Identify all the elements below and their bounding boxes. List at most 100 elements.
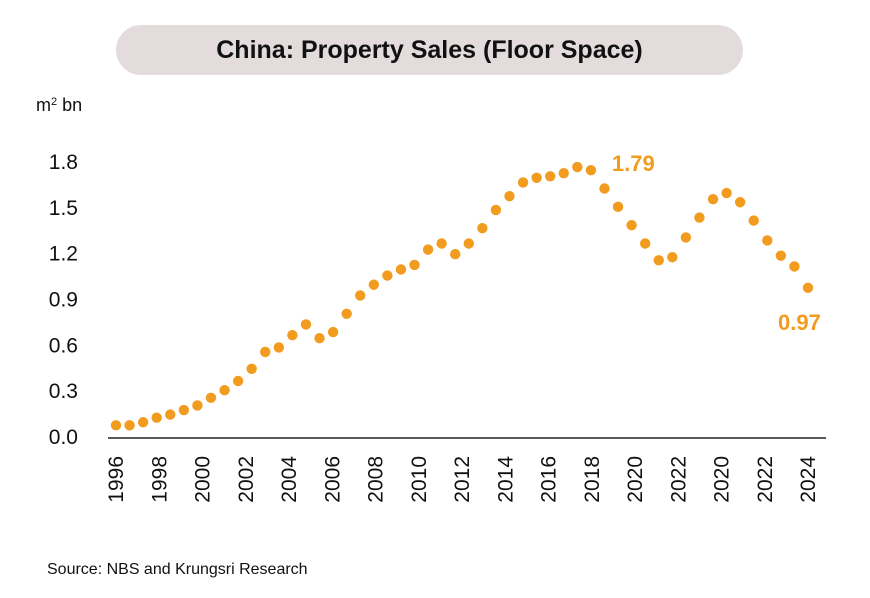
data-point [477, 223, 488, 234]
x-tick-label: 2004 [278, 456, 301, 503]
y-tick-label: 1.8 [49, 151, 78, 174]
data-point [450, 248, 461, 260]
data-point [599, 183, 610, 194]
y-unit-label: m2 bn [36, 95, 82, 116]
data-point [734, 197, 746, 208]
data-point [355, 290, 366, 301]
data-point [504, 190, 515, 202]
x-tick: 2022 [754, 456, 777, 503]
chart-title-pill: China: Property Sales (Floor Space) [116, 25, 743, 75]
y-axis: 0.0 0.3 0.6 0.9 1.2 1.5 1.8 [49, 151, 78, 449]
data-point [531, 172, 542, 184]
data-point [287, 329, 298, 341]
unit-base: m [36, 95, 51, 115]
x-tick-label: 1998 [148, 456, 171, 503]
data-point [639, 238, 651, 249]
data-point [151, 412, 162, 423]
x-tick: 2016 [538, 456, 561, 503]
source-note: Source: NBS and Krungsri Research [47, 561, 308, 578]
y-tick-label: 0.9 [49, 289, 78, 312]
data-point [205, 392, 217, 404]
data-point [409, 259, 420, 271]
data-point [762, 235, 773, 246]
data-point [178, 404, 190, 416]
x-tick: 2024 [797, 456, 820, 503]
data-point [572, 161, 583, 173]
x-tick: 2020 [711, 456, 734, 503]
x-tick: 2000 [192, 456, 215, 503]
data-point [517, 177, 529, 188]
data-point [585, 164, 597, 176]
x-tick: 2010 [408, 456, 431, 503]
x-axis: 1996 1998 2000 2002 2004 2006 2008 2010 2012 2014… [105, 456, 820, 503]
data-point [260, 346, 271, 358]
x-tick-label: 1996 [105, 456, 128, 503]
x-tick-label: 2022 [754, 456, 777, 503]
data-point [314, 333, 325, 344]
x-tick-label: 2012 [451, 456, 474, 503]
x-tick: 2018 [581, 456, 604, 503]
x-tick-label: 2020 [624, 456, 647, 503]
data-point [802, 282, 814, 294]
data-point [463, 238, 474, 249]
data-point [232, 375, 244, 387]
y-tick-label: 0.0 [49, 426, 78, 449]
data-point [219, 384, 230, 396]
y-tick-label: 1.2 [49, 243, 78, 266]
x-tick-label: 2010 [408, 456, 431, 503]
x-tick-label: 2016 [538, 456, 561, 503]
x-tick: 2008 [365, 456, 388, 503]
data-point [246, 363, 257, 374]
x-tick-label: 2006 [321, 456, 344, 503]
data-point [300, 319, 312, 330]
data-point [694, 212, 705, 223]
unit-suffix: bn [62, 95, 83, 115]
data-point [368, 279, 380, 290]
data-point [775, 250, 787, 261]
y-tick-label: 0.6 [49, 334, 78, 357]
data-point [341, 308, 352, 319]
data-point [124, 420, 135, 431]
data-point [192, 400, 203, 411]
data-label: 1.79 [612, 151, 655, 176]
x-tick: 2012 [451, 456, 474, 503]
data-point [382, 270, 393, 281]
data-point [626, 219, 637, 231]
x-tick: 2006 [321, 456, 344, 503]
x-tick-label: 2002 [235, 456, 258, 503]
data-points [110, 161, 814, 431]
unit-exponent: 2 [51, 96, 58, 108]
data-annotations: 1.79 0.97 [612, 151, 821, 335]
data-point [558, 168, 569, 179]
data-point [137, 417, 149, 428]
y-tick-label: 0.3 [49, 380, 78, 403]
data-label: 0.97 [778, 310, 821, 335]
data-point [653, 255, 664, 266]
x-tick-label: 2020 [711, 456, 734, 503]
data-point [721, 187, 732, 199]
data-point [707, 193, 719, 205]
data-point [667, 252, 678, 263]
x-tick: 2022 [667, 456, 690, 503]
data-point [789, 261, 800, 272]
x-tick: 1998 [148, 456, 171, 503]
data-point [422, 244, 434, 255]
data-point [748, 215, 759, 226]
x-tick-label: 2022 [667, 456, 690, 503]
data-point [395, 264, 407, 275]
data-point [680, 232, 692, 243]
data-point [436, 238, 447, 249]
x-tick-label: 2000 [192, 456, 215, 503]
x-tick: 2014 [494, 456, 517, 503]
x-tick: 2004 [278, 456, 301, 503]
y-tick-label: 1.5 [49, 197, 78, 220]
x-tick-label: 2024 [797, 456, 820, 503]
data-point [544, 171, 556, 182]
x-tick: 2020 [624, 456, 647, 503]
data-point [110, 420, 122, 431]
data-point [490, 204, 502, 216]
x-tick: 2002 [235, 456, 258, 503]
x-tick-label: 2018 [581, 456, 604, 503]
chart-title: China: Property Sales (Floor Space) [216, 35, 643, 64]
